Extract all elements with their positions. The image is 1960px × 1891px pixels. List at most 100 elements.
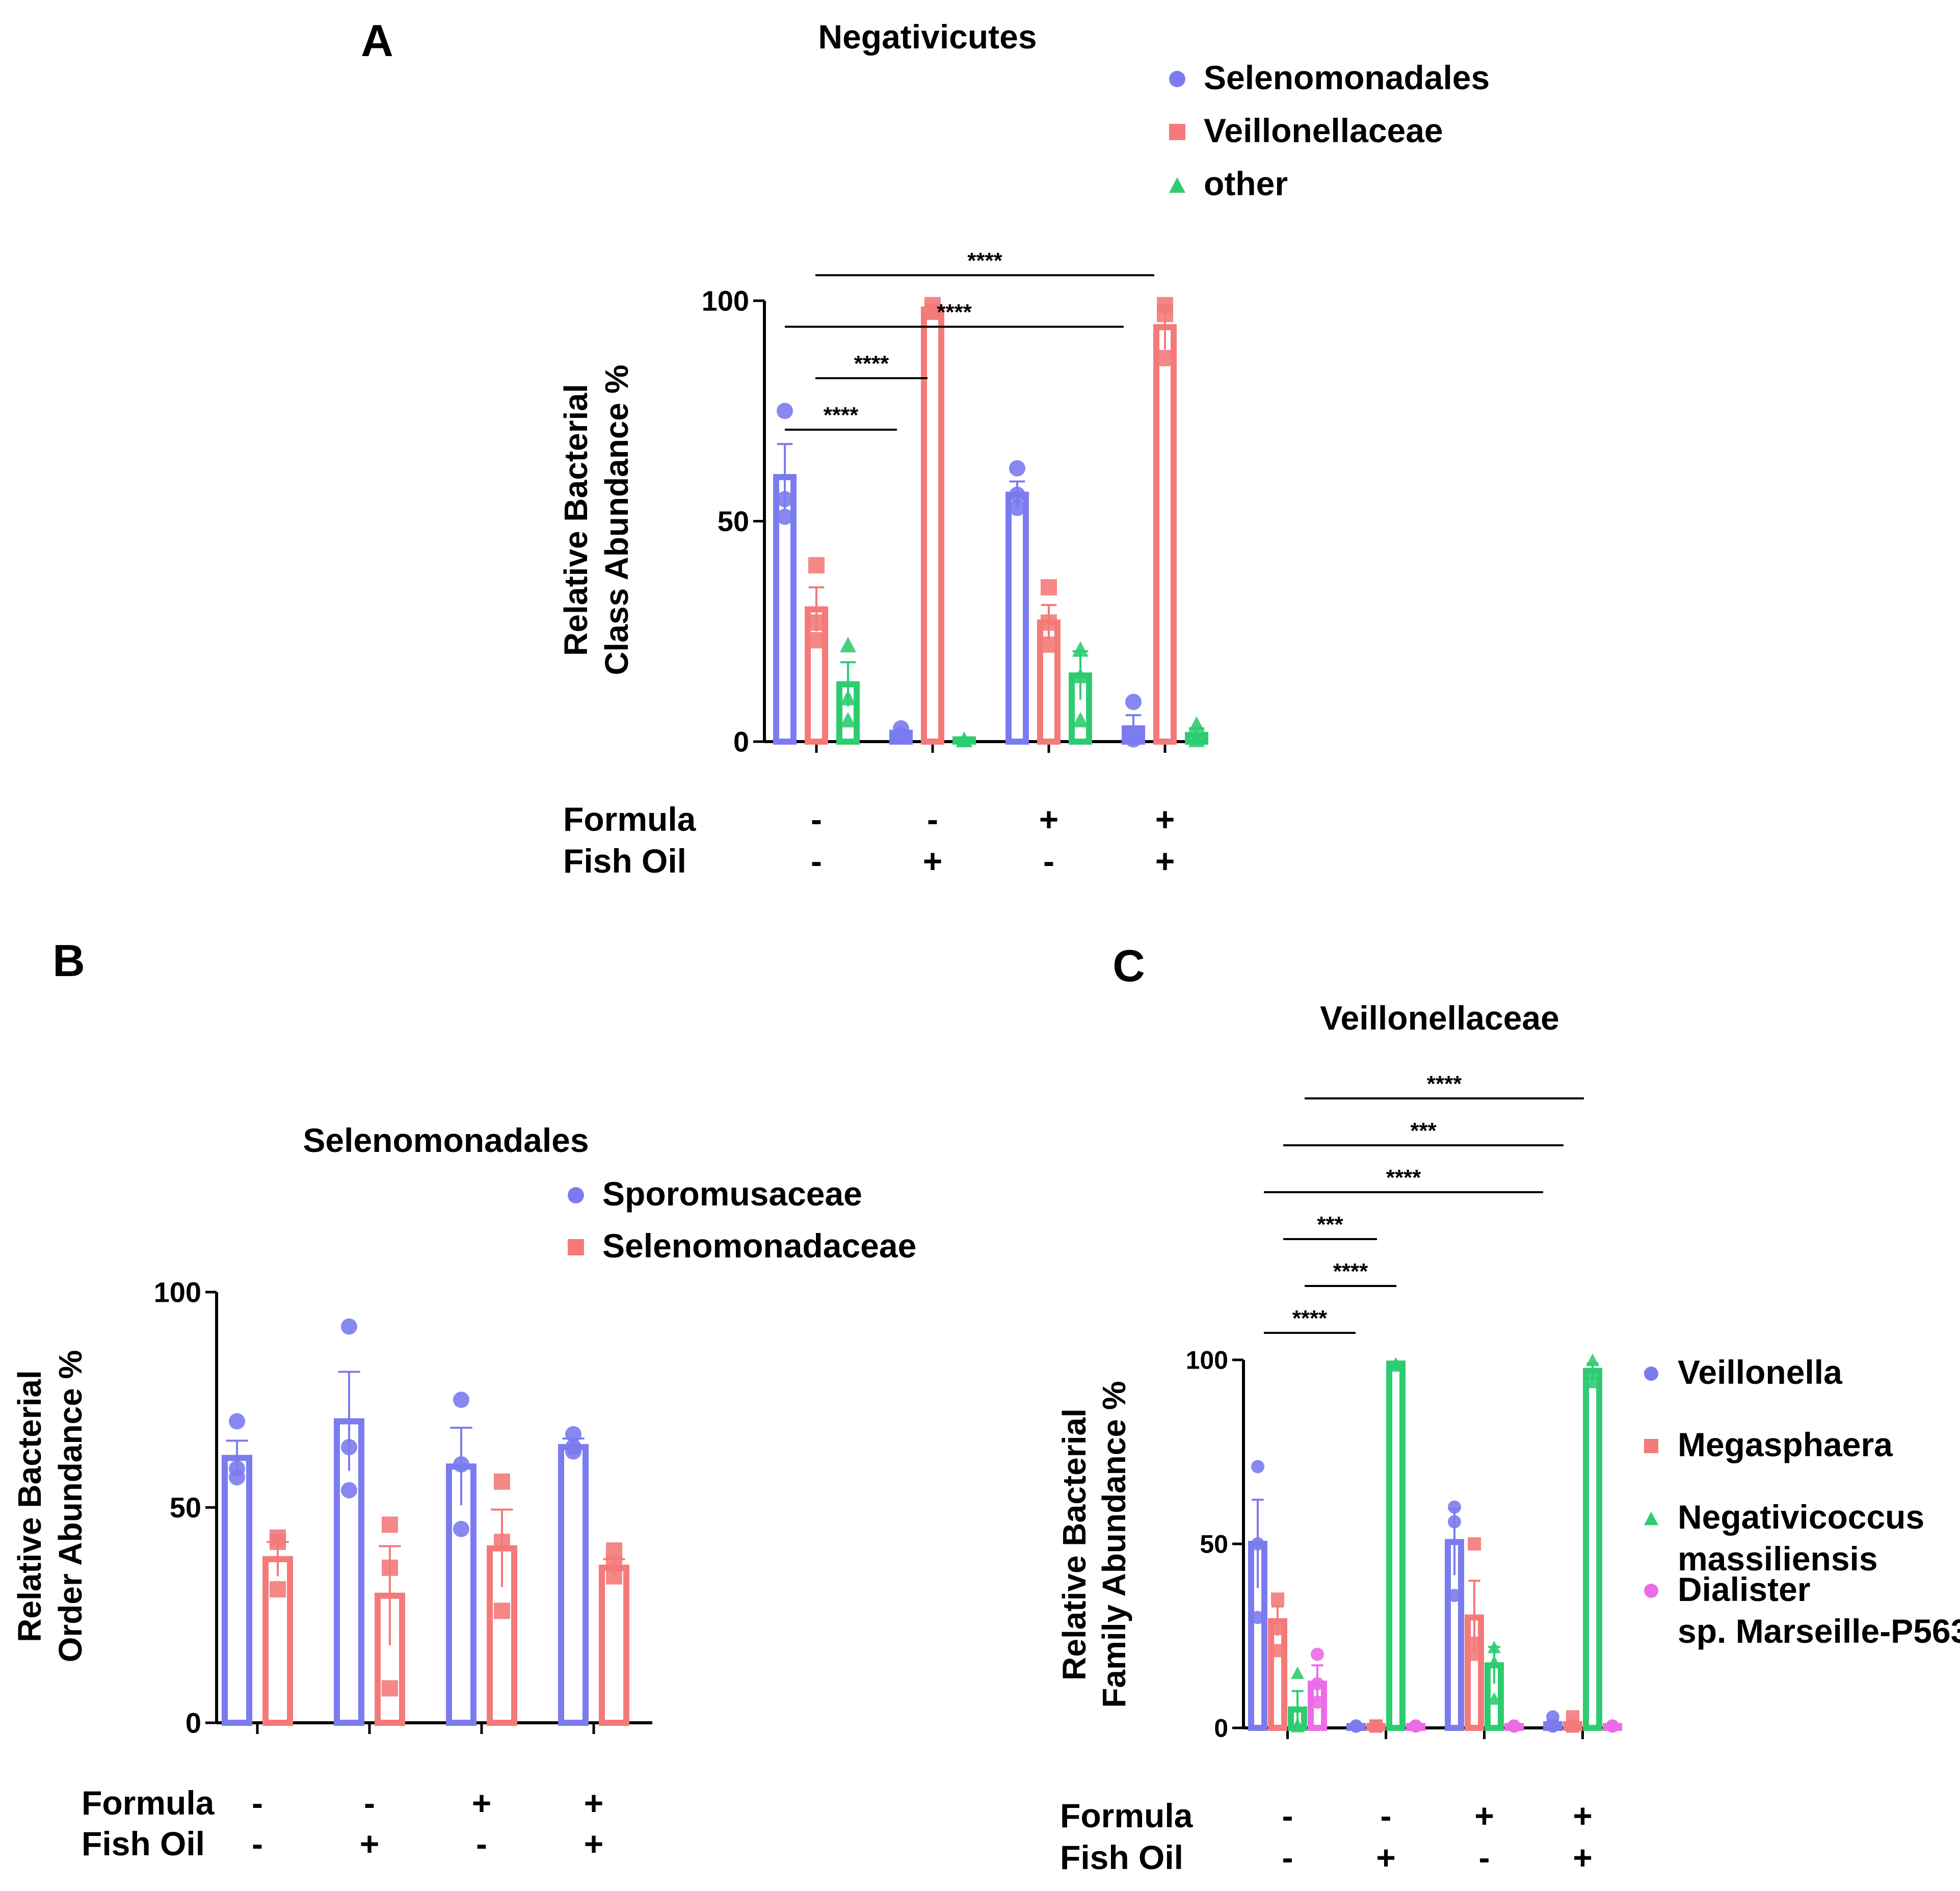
data-point <box>494 1473 510 1490</box>
data-point <box>382 1559 398 1576</box>
bar <box>599 1564 629 1726</box>
data-point <box>1072 712 1089 727</box>
y-tick-label: 100 <box>154 1276 201 1308</box>
data-point <box>840 690 856 705</box>
legend-label: other <box>1204 165 1288 202</box>
y-axis-label: Relative Bacterial <box>1056 1408 1093 1680</box>
data-point <box>382 1516 398 1533</box>
formula-sign: - <box>252 1784 263 1822</box>
bar <box>1005 491 1029 745</box>
data-point <box>1157 350 1173 366</box>
data-point <box>808 632 825 649</box>
significance-label: **** <box>854 351 889 376</box>
data-point <box>1488 1692 1501 1705</box>
chart-title: Negativicutes <box>818 18 1037 56</box>
data-point <box>453 1391 469 1408</box>
bar <box>446 1463 476 1726</box>
condition-label: Fish Oil <box>82 1825 205 1862</box>
data-point <box>1041 579 1057 596</box>
y-tick-label: 100 <box>1186 1346 1228 1375</box>
significance-label: **** <box>1333 1259 1368 1284</box>
data-point <box>1311 1695 1324 1709</box>
legend-marker <box>1644 1367 1658 1381</box>
data-point <box>1389 1359 1402 1372</box>
data-point <box>1291 1720 1304 1732</box>
data-point <box>1369 1719 1383 1733</box>
fish-oil-sign: - <box>1043 842 1054 880</box>
data-point <box>893 727 909 744</box>
data-point <box>1271 1592 1284 1606</box>
data-point <box>1448 1515 1461 1529</box>
formula-sign: + <box>1474 1797 1494 1834</box>
data-point <box>1291 1666 1304 1679</box>
legend-marker <box>1169 71 1185 87</box>
data-point <box>1448 1589 1461 1603</box>
y-tick-label: 0 <box>1214 1714 1228 1743</box>
formula-sign: - <box>811 800 822 838</box>
data-point <box>1488 1640 1501 1653</box>
legend-label-line: Dialister <box>1678 1570 1810 1608</box>
fish-oil-sign: - <box>252 1825 263 1862</box>
fish-oil-sign: + <box>1376 1839 1396 1876</box>
data-point <box>1251 1460 1264 1474</box>
data-point <box>1546 1710 1559 1724</box>
data-point <box>777 508 793 525</box>
data-point <box>1072 641 1089 657</box>
y-tick-label: 0 <box>186 1707 201 1739</box>
condition-label: Fish Oil <box>1060 1839 1183 1876</box>
data-point <box>229 1413 245 1430</box>
data-point <box>777 491 793 508</box>
data-point <box>229 1469 245 1486</box>
fish-oil-sign: - <box>1479 1839 1490 1876</box>
legend-label: Selenomonadales <box>1204 59 1490 96</box>
data-point <box>1009 460 1025 477</box>
legend-label: Veillonella <box>1678 1353 1843 1391</box>
data-point <box>777 403 793 419</box>
data-point <box>1271 1644 1284 1658</box>
data-point <box>1251 1611 1264 1624</box>
data-point <box>1271 1622 1284 1636</box>
significance-label: **** <box>937 300 972 325</box>
fish-oil-sign: - <box>811 842 822 880</box>
chart-title: Selenomonadales <box>303 1121 589 1159</box>
data-point <box>808 557 825 573</box>
data-point <box>1606 1719 1619 1733</box>
data-point <box>1125 731 1142 748</box>
legend-marker <box>1169 177 1185 193</box>
y-tick-label: 100 <box>702 285 749 317</box>
data-point <box>1507 1719 1521 1733</box>
bar <box>1583 1368 1602 1731</box>
data-point <box>382 1680 398 1697</box>
bar <box>222 1455 252 1726</box>
condition-label: Fish Oil <box>563 842 686 880</box>
legend: Sporomusaceae Selenomonadaceae <box>568 1175 916 1265</box>
formula-sign: - <box>927 800 938 838</box>
y-tick-label: 50 <box>1200 1530 1228 1559</box>
y-axis-label: Relative Bacterial <box>11 1370 48 1642</box>
data-point <box>341 1318 357 1335</box>
legend-label-line: Negativicoccus <box>1678 1498 1924 1536</box>
data-point <box>1586 1353 1599 1367</box>
y-axis-label: Relative Bacterial <box>558 384 594 656</box>
legend: Veillonella Megasphaera Negativicoccus mass… <box>1644 1353 1960 1650</box>
condition-label: Formula <box>1060 1797 1194 1834</box>
legend-label: Veillonellaceae <box>1204 112 1443 149</box>
data-point <box>1311 1647 1324 1661</box>
data-point <box>606 1568 622 1585</box>
y-axis-label: Class Abundance % <box>598 364 635 675</box>
legend-label-line: massiliensis <box>1678 1540 1878 1578</box>
data-point <box>453 1456 469 1473</box>
legend-marker <box>1644 1584 1658 1598</box>
bar <box>921 306 944 745</box>
data-point <box>1546 1719 1559 1733</box>
formula-sign: - <box>1381 1797 1392 1834</box>
data-point <box>270 1534 286 1551</box>
data-point <box>565 1426 581 1442</box>
data-point <box>840 712 856 727</box>
data-point <box>956 731 972 747</box>
panel-a: A Negativicutes Relative Bacterial Class Ab… <box>361 15 1490 880</box>
legend-marker <box>1169 124 1185 140</box>
bar <box>558 1444 589 1726</box>
data-point <box>808 614 825 631</box>
data-point <box>1586 1375 1599 1388</box>
